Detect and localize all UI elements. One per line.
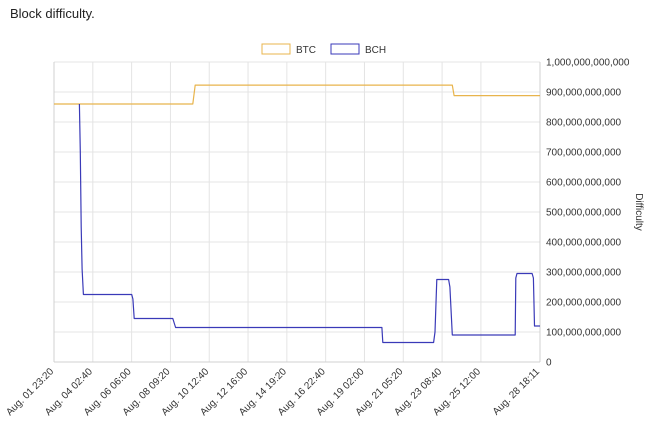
- y-tick-label: 800,000,000,000: [546, 118, 622, 129]
- y-tick-label: 700,000,000,000: [546, 148, 622, 159]
- page-title: Block difficulty.: [10, 6, 95, 21]
- y-tick-label: 600,000,000,000: [546, 178, 622, 189]
- chart-grid: [53, 61, 541, 363]
- chart-series: [54, 84, 540, 344]
- y-tick-label: 300,000,000,000: [546, 268, 622, 279]
- y-axis-title: Difficulty: [633, 193, 644, 231]
- legend-swatch-bch: [330, 43, 360, 55]
- y-tick-label: 900,000,000,000: [546, 88, 622, 99]
- chart-legend: BTC BCH: [261, 43, 386, 56]
- series-line-bch: [78, 103, 540, 344]
- y-tick-label: 500,000,000,000: [546, 208, 622, 219]
- y-tick-label: 400,000,000,000: [546, 238, 622, 249]
- y-axis-ticks: 0 100,000,000,000 200,000,000,000 300,000,0…: [546, 58, 630, 369]
- x-tick-label: Aug. 28 18:11: [491, 366, 543, 418]
- series-line-btc: [54, 84, 540, 105]
- legend-label-btc: BTC: [296, 45, 316, 56]
- legend-swatch-btc: [261, 43, 291, 55]
- y-tick-label: 100,000,000,000: [546, 328, 622, 339]
- y-tick-label: 200,000,000,000: [546, 298, 622, 309]
- y-tick-label: 0: [546, 358, 552, 369]
- legend-label-bch: BCH: [365, 45, 386, 56]
- y-tick-label: 1,000,000,000,000: [546, 58, 630, 69]
